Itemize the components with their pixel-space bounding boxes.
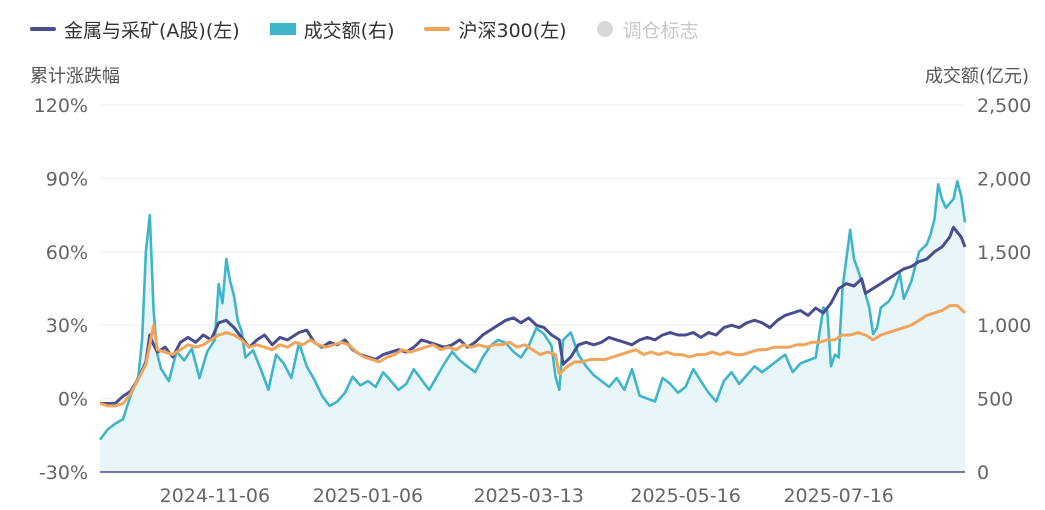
hs300-line-swatch	[424, 27, 451, 31]
left-axis-tick-label: -30%	[39, 462, 88, 484]
legend-item-metal[interactable]: 金属与采矿(A股)(左)	[30, 16, 240, 43]
legend-label-volume: 成交额(右)	[303, 19, 395, 42]
hs300-series-line	[99, 304, 967, 408]
left-axis-tick-label: 0%	[58, 389, 88, 411]
axis-layer: 120% 90% 60% 30% 0% -30% 2,500 2,000 1,500 1,000 5…	[34, 95, 1032, 507]
chart-legend: 金属与采矿(A股)(左) 成交额(右) 沪深300(左) 调仓标志	[30, 14, 699, 44]
x-axis-tick-label: 2024-11-06	[160, 485, 270, 507]
right-axis-tick-label: 500	[977, 389, 1013, 411]
legend-item-rebalance[interactable]: 调仓标志	[596, 16, 699, 43]
right-axis-tick-label: 0	[977, 462, 989, 484]
volume-area-fill	[100, 181, 965, 473]
series-line-layer	[99, 225, 967, 408]
left-axis-title: 累计涨跌幅	[30, 66, 120, 87]
x-axis-tick-label: 2025-03-13	[473, 485, 583, 507]
right-axis-tick-label: 1,000	[977, 315, 1031, 337]
x-axis-tick-label: 2025-05-16	[630, 485, 740, 507]
legend-label-rebalance: 调仓标志	[622, 19, 699, 42]
volume-area-layer	[98, 180, 967, 473]
rebalance-dot-icon	[596, 21, 613, 37]
right-axis-tick-label: 2,000	[977, 168, 1031, 190]
right-axis-tick-label: 1,500	[977, 242, 1031, 264]
left-axis-tick-label: 30%	[46, 315, 88, 337]
right-axis-title: 成交额(亿元)	[924, 66, 1029, 87]
legend-item-volume[interactable]: 成交额(右)	[269, 16, 395, 43]
legend-item-hs300[interactable]: 沪深300(左)	[424, 16, 567, 43]
x-axis-tick-label: 2025-01-06	[313, 485, 423, 507]
legend-label-hs300: 沪深300(左)	[458, 19, 567, 42]
legend-label-metal: 金属与采矿(A股)(左)	[64, 19, 240, 42]
left-axis-tick-label: 60%	[46, 242, 88, 264]
left-axis-tick-label: 120%	[34, 95, 88, 117]
volume-series-line	[98, 180, 967, 441]
right-axis-tick-label: 2,500	[977, 95, 1031, 117]
volume-area-swatch	[269, 23, 296, 35]
x-axis-tick-label: 2025-07-16	[783, 485, 893, 507]
metal-line-swatch	[30, 27, 56, 31]
left-axis-tick-label: 90%	[46, 168, 88, 190]
